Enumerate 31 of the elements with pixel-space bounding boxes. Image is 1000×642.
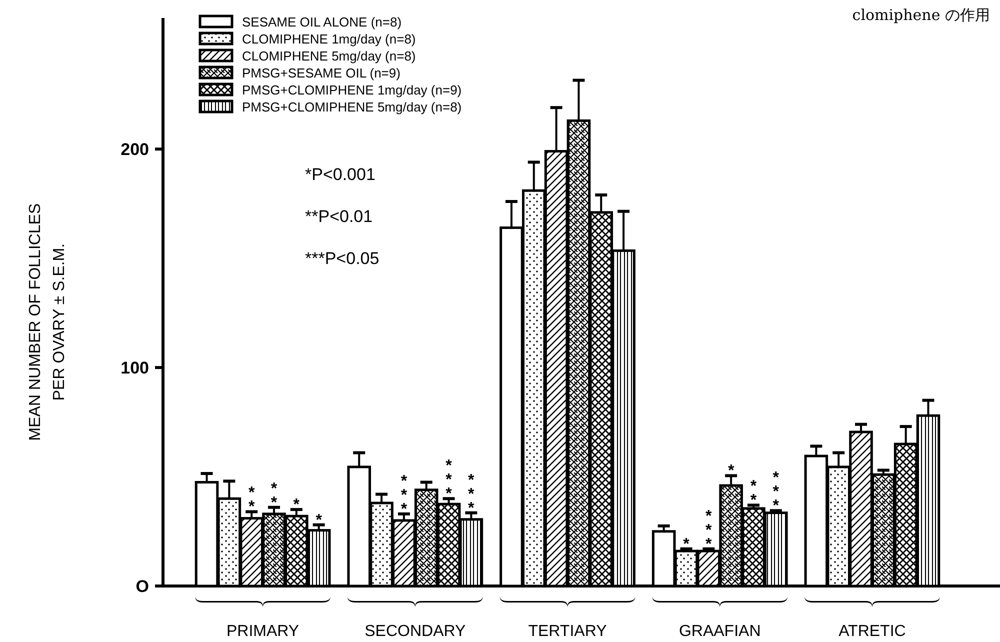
data-label: ** [750,478,758,510]
data-label: * [683,536,690,553]
legend-label: PMSG+CLOMIPHENE 5mg/day (n=8) [242,100,462,115]
legend-label: PMSG+CLOMIPHENE 1mg/day (n=9) [242,82,462,98]
data-label: ** * [468,472,476,517]
annotation: ***P<0.05 [305,249,380,268]
y-tick-label: 200 [120,140,149,160]
x-tick-label: GRAAFIAN [678,623,761,640]
x-tick-label: TERTIARY [528,623,608,640]
legend-label: CLOMIPHENE 5mg/day (n=8) [242,48,416,64]
data-label: *** [772,470,780,515]
x-tick-label: ATRETIC [838,623,906,640]
data-label: *** [706,508,713,553]
data-label: ** [248,484,256,516]
data-label: * ** [400,472,408,518]
y-tick-label: 100 [120,358,149,378]
annotation: **P<0.01 [305,207,373,226]
chart-title: clomiphene の作用 [852,6,990,24]
y-axis-title: MEAN NUMBER OF FOLLICLES PER OVARY ± S.E.M. [27,203,68,441]
x-tick-label: SECONDARY [364,623,466,640]
legend-label: PMSG+SESAME OIL (n=9) [242,66,400,81]
annotation: *P<0.001 [305,165,376,184]
y-tick-label: O [136,576,149,596]
data-label: * [728,462,735,480]
data-label: * [293,496,300,514]
data-label: ** [270,480,278,512]
data-label: ** * [446,458,453,503]
x-tick-label: PRIMARY [226,623,300,640]
data-label: * [316,512,323,529]
legend-label: SESAME OIL ALONE (n=8) [242,14,402,30]
legend-label: CLOMIPHENE 1mg/day (n=8) [242,32,416,47]
